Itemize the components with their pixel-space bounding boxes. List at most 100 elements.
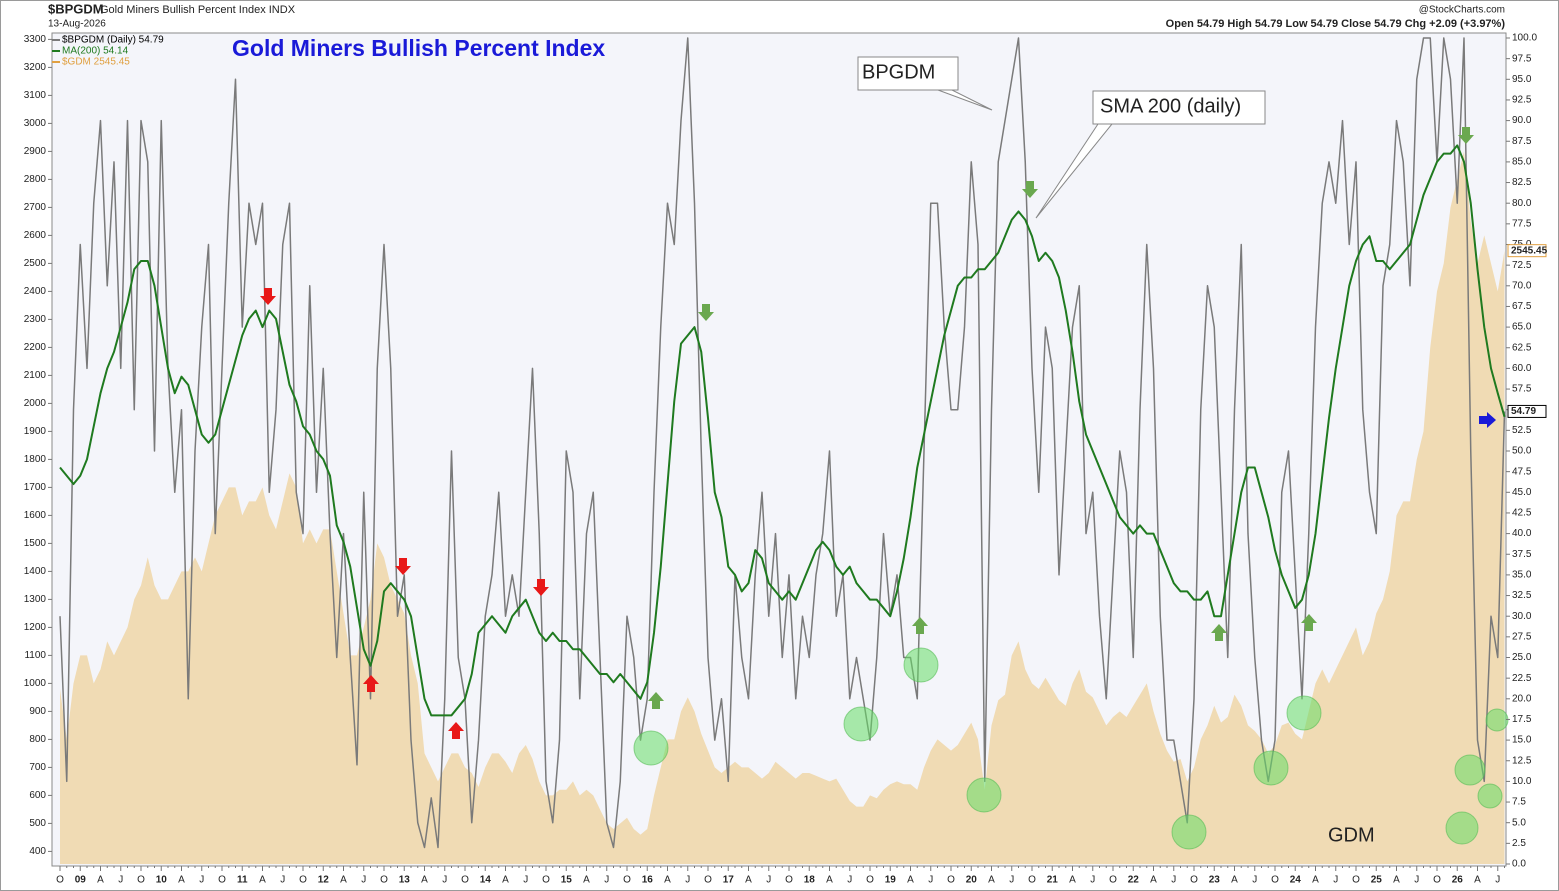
y-tick-label: 2500 xyxy=(24,258,47,269)
x-tick-label: A xyxy=(1231,875,1238,886)
quote: Open 54.79 High 54.79 Low 54.79 Close 54… xyxy=(1166,18,1506,30)
x-tick-label: O xyxy=(56,875,64,886)
line xyxy=(59,144,1506,717)
x-tick-label: A xyxy=(178,875,185,886)
x-tick-label: A xyxy=(826,875,833,886)
y-tick-label: 900 xyxy=(29,706,46,717)
y-tick-label: 500 xyxy=(29,818,46,829)
y-tick-label: 3300 xyxy=(24,34,47,45)
y-tick-label: 1100 xyxy=(24,650,46,661)
y-tick-label: 2300 xyxy=(24,314,47,325)
x-tick-label: O xyxy=(704,875,712,886)
y2-tick-label: 67.5 xyxy=(1512,301,1532,312)
y2-tick-label: 7.5 xyxy=(1512,797,1526,808)
x-tick-label: J xyxy=(1171,875,1176,886)
y-tick-label: 3200 xyxy=(24,62,47,73)
x-tick-label: 22 xyxy=(1128,875,1140,886)
x-tick-label: A xyxy=(583,875,590,886)
y2-tick-label: 80.0 xyxy=(1512,198,1532,209)
chart-title: Gold Miners Bullish Percent Index xyxy=(232,35,605,61)
x-tick-label: A xyxy=(421,875,428,886)
y2-tick-label: 42.5 xyxy=(1512,508,1532,519)
x-tick-label: A xyxy=(1069,875,1076,886)
y-tick-label: 2100 xyxy=(24,370,47,381)
y-tick-label: 1000 xyxy=(24,678,47,689)
legend-label: MA(200) 54.14 xyxy=(62,46,129,57)
y-tick-label: 1400 xyxy=(24,566,47,577)
x-tick-label: 17 xyxy=(723,875,735,886)
x-tick-label: A xyxy=(340,875,347,886)
area xyxy=(60,151,1505,864)
y2-tick-label: 10.0 xyxy=(1512,776,1532,787)
x-tick-label: 13 xyxy=(399,875,411,886)
y2-tick-label: 97.5 xyxy=(1512,53,1532,64)
x-tick-label: A xyxy=(97,875,104,886)
x-tick-label: O xyxy=(218,875,226,886)
highlight-circle xyxy=(1454,754,1486,786)
y2-tick-label: 92.5 xyxy=(1512,95,1532,106)
x-tick-label: J xyxy=(685,875,690,886)
x-tick-label: 25 xyxy=(1371,875,1383,886)
x-tick-label: J xyxy=(604,875,609,886)
x-tick-label: J xyxy=(1414,875,1419,886)
y-tick-label: 1600 xyxy=(24,510,47,521)
x-tick-label: A xyxy=(1393,875,1400,886)
y2-tick-label: 32.5 xyxy=(1512,590,1532,601)
x-tick-label: 21 xyxy=(1047,875,1059,886)
x-tick-label: 18 xyxy=(804,875,816,886)
x-tick-label: 20 xyxy=(966,875,978,886)
highlight-circle xyxy=(843,706,879,742)
callout-sma: SMA 200 (daily) xyxy=(1035,90,1266,219)
y-tick-label: 600 xyxy=(29,790,46,801)
x-tick-label: J xyxy=(280,875,285,886)
y2-tick-label: 0.0 xyxy=(1512,859,1526,870)
x-tick-label: J xyxy=(1090,875,1095,886)
x-tick-label: 26 xyxy=(1452,875,1464,886)
legend-label: $GDM 2545.45 xyxy=(62,57,130,68)
y-tick-label: 2700 xyxy=(24,202,47,213)
x-tick-label: J xyxy=(118,875,123,886)
highlight-circle xyxy=(633,730,669,766)
y-tick-label: 3100 xyxy=(24,90,47,101)
x-tick-label: O xyxy=(1433,875,1441,886)
x-tick-label: 09 xyxy=(75,875,87,886)
y2-tick-label: 2.5 xyxy=(1512,838,1526,849)
date: 13-Aug-2026 xyxy=(48,19,106,30)
y-tick-label: 1900 xyxy=(24,426,47,437)
x-tick-label: J xyxy=(442,875,447,886)
x-tick-label: O xyxy=(137,875,145,886)
y2-tick-label: 90.0 xyxy=(1512,115,1532,126)
x-tick-label: 19 xyxy=(885,875,897,886)
x-tick-label: A xyxy=(259,875,266,886)
y2-tick-label: 77.5 xyxy=(1512,218,1532,229)
x-tick-label: O xyxy=(380,875,388,886)
y-tick-label: 1500 xyxy=(24,538,47,549)
callout-box xyxy=(857,56,959,91)
x-tick-label: O xyxy=(1352,875,1360,886)
x-tick-label: J xyxy=(1009,875,1014,886)
x-tick-label: J xyxy=(199,875,204,886)
highlight-circle xyxy=(1477,783,1503,809)
highlight-circle xyxy=(966,777,1002,813)
x-tick-label: A xyxy=(1312,875,1319,886)
x-tick-label: 24 xyxy=(1290,875,1302,886)
y-tick-label: 2600 xyxy=(24,230,47,241)
x-tick-label: J xyxy=(1252,875,1257,886)
y2-tick-label: 95.0 xyxy=(1512,74,1532,85)
y-tick-label: 2400 xyxy=(24,286,47,297)
y2-tick-label: 15.0 xyxy=(1512,735,1532,746)
y2-tick-label: 27.5 xyxy=(1512,631,1532,642)
highlight-circle xyxy=(1171,814,1207,850)
x-tick-label: J xyxy=(1333,875,1338,886)
highlight-circle xyxy=(1445,811,1479,845)
annotation: BPGDM xyxy=(862,61,935,83)
y2-tick-label: 82.5 xyxy=(1512,177,1532,188)
y2-tick-label: 40.0 xyxy=(1512,528,1532,539)
x-tick-label: O xyxy=(1271,875,1279,886)
x-tick-label: O xyxy=(299,875,307,886)
highlight-circle xyxy=(1485,708,1509,732)
y2-tick-label: 52.5 xyxy=(1512,425,1532,436)
x-tick-label: 15 xyxy=(561,875,573,886)
y2-tick-label: 62.5 xyxy=(1512,342,1532,353)
